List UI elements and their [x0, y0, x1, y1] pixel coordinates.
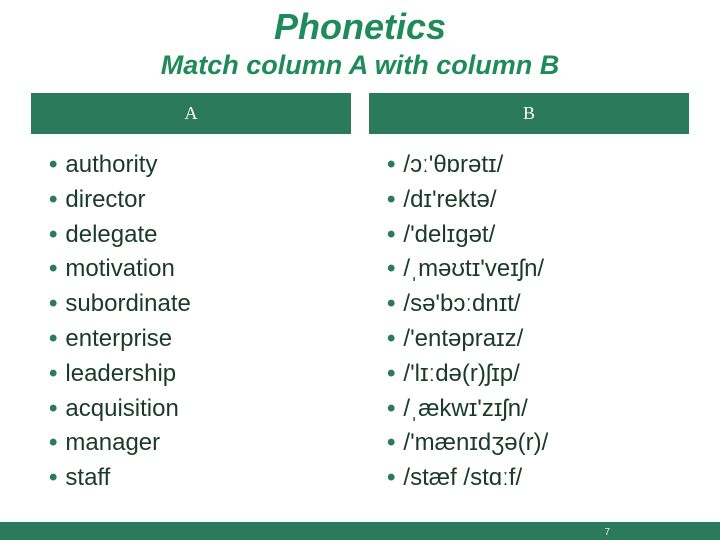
bullet-icon: • — [49, 426, 57, 461]
bullet-icon: • — [387, 183, 395, 218]
word-label: motivation — [65, 252, 337, 287]
list-item: •/dɪ'rektə/ — [387, 183, 675, 218]
bullet-icon: • — [387, 426, 395, 461]
bullet-icon: • — [49, 252, 57, 287]
bullet-icon: • — [49, 357, 57, 392]
page-number: 7 — [604, 527, 610, 538]
bullet-icon: • — [49, 322, 57, 357]
bullet-icon: • — [387, 461, 395, 496]
list-item: •director — [49, 183, 337, 218]
list-item: •/'entəpraɪz/ — [387, 322, 675, 357]
ipa-label: /'lɪːdə(r)ʃɪp/ — [403, 357, 675, 392]
bullet-icon: • — [49, 148, 57, 183]
word-label: director — [65, 183, 337, 218]
word-label: authority — [65, 148, 337, 183]
bullet-icon: • — [387, 148, 395, 183]
list-item: •acquisition — [49, 392, 337, 427]
page-subtitle: Match column A with column B — [0, 50, 720, 81]
list-item: •/'delɪgət/ — [387, 218, 675, 253]
word-label: subordinate — [65, 287, 337, 322]
list-item: •authority — [49, 148, 337, 183]
list-item: •/stæf /stɑːf/ — [387, 461, 675, 496]
bullet-icon: • — [387, 322, 395, 357]
list-item: •/'mænɪdʒə(r)/ — [387, 426, 675, 461]
list-item: •manager — [49, 426, 337, 461]
bullet-icon: • — [387, 218, 395, 253]
list-item: •/ˌækwɪ'zɪʃn/ — [387, 392, 675, 427]
list-item: •delegate — [49, 218, 337, 253]
ipa-label: /dɪ'rektə/ — [403, 183, 675, 218]
ipa-label: /stæf /stɑːf/ — [403, 461, 675, 496]
ipa-label: /sə'bɔːdnɪt/ — [403, 287, 675, 322]
footer-bar — [0, 522, 720, 540]
bullet-icon: • — [49, 183, 57, 218]
bullet-icon: • — [49, 392, 57, 427]
list-item: •leadership — [49, 357, 337, 392]
columns-container: A •authority •director •delegate •motiva… — [0, 93, 720, 510]
list-item: •/ˌməʊtɪ'veɪʃn/ — [387, 252, 675, 287]
word-label: delegate — [65, 218, 337, 253]
bullet-icon: • — [387, 392, 395, 427]
column-b: B •/ɔː'θɒrətɪ/ •/dɪ'rektə/ •/'delɪgət/ •… — [369, 93, 689, 510]
list-item: •/sə'bɔːdnɪt/ — [387, 287, 675, 322]
page-title: Phonetics — [0, 0, 720, 48]
ipa-label: /ˌækwɪ'zɪʃn/ — [403, 392, 675, 427]
list-item: •enterprise — [49, 322, 337, 357]
list-item: •staff — [49, 461, 337, 496]
list-item: •motivation — [49, 252, 337, 287]
bullet-icon: • — [49, 218, 57, 253]
word-label: manager — [65, 426, 337, 461]
word-label: acquisition — [65, 392, 337, 427]
column-a-header: A — [31, 93, 351, 134]
list-item: •/ɔː'θɒrətɪ/ — [387, 148, 675, 183]
ipa-label: /ɔː'θɒrətɪ/ — [403, 148, 675, 183]
word-label: leadership — [65, 357, 337, 392]
list-item: •subordinate — [49, 287, 337, 322]
ipa-label: /'delɪgət/ — [403, 218, 675, 253]
ipa-label: /'entəpraɪz/ — [403, 322, 675, 357]
bullet-icon: • — [49, 287, 57, 322]
word-label: staff — [65, 461, 337, 496]
column-b-header: B — [369, 93, 689, 134]
bullet-icon: • — [49, 461, 57, 496]
ipa-label: /ˌməʊtɪ'veɪʃn/ — [403, 252, 675, 287]
bullet-icon: • — [387, 252, 395, 287]
list-item: •/'lɪːdə(r)ʃɪp/ — [387, 357, 675, 392]
column-a-body: •authority •director •delegate •motivati… — [31, 134, 351, 510]
column-b-body: •/ɔː'θɒrətɪ/ •/dɪ'rektə/ •/'delɪgət/ •/ˌ… — [369, 134, 689, 510]
bullet-icon: • — [387, 287, 395, 322]
bullet-icon: • — [387, 357, 395, 392]
word-label: enterprise — [65, 322, 337, 357]
column-a: A •authority •director •delegate •motiva… — [31, 93, 351, 510]
ipa-label: /'mænɪdʒə(r)/ — [403, 426, 675, 461]
